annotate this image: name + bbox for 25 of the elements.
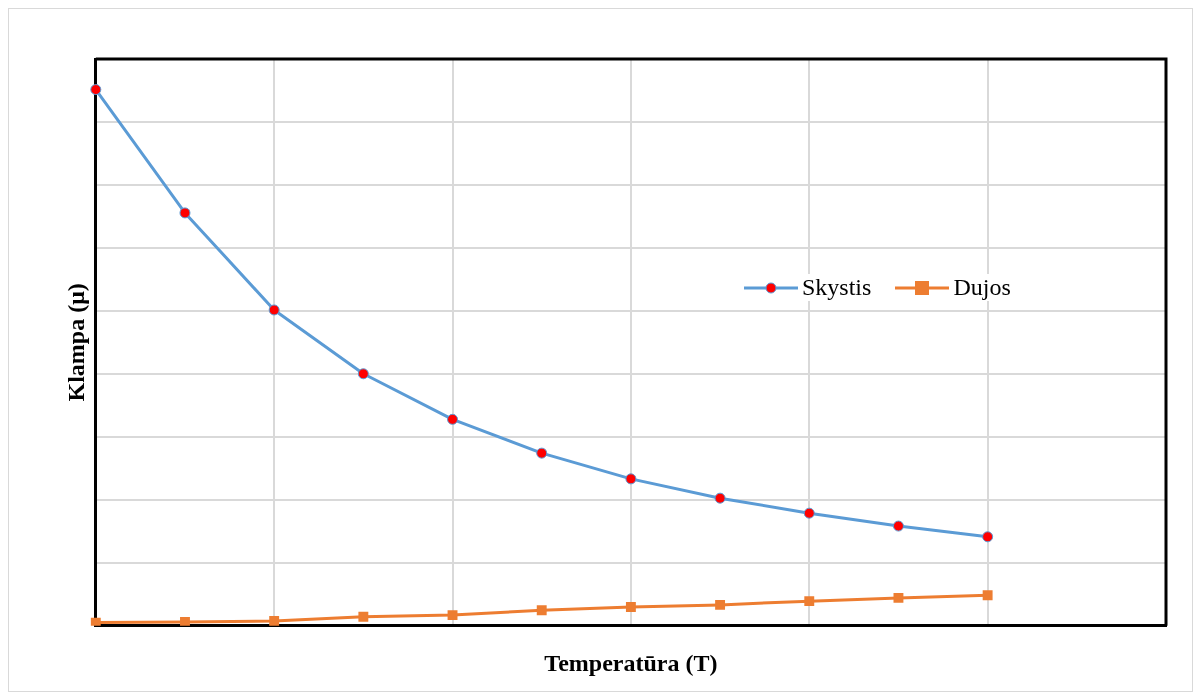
point: [357, 368, 369, 380]
point: [892, 520, 904, 532]
x-axis-title: Temperatūra (T): [544, 649, 718, 676]
point: [714, 492, 726, 504]
point: [982, 590, 993, 601]
point: [804, 596, 815, 607]
point: [180, 617, 190, 626]
point: [982, 531, 994, 543]
point: [447, 413, 459, 425]
point: [269, 616, 280, 626]
point: [90, 84, 102, 96]
legend-label: Skystis: [802, 274, 872, 301]
point: [358, 611, 369, 622]
point: [625, 602, 636, 612]
point: [536, 605, 547, 616]
point: [625, 473, 637, 485]
point: [268, 304, 280, 316]
point: [536, 447, 548, 459]
point: [893, 592, 904, 603]
y-axis-title: Klampa (μ): [62, 283, 89, 402]
point: [179, 207, 191, 219]
point: [803, 507, 815, 519]
point: [715, 599, 726, 610]
legend-label: Dujos: [953, 274, 1011, 301]
point: [447, 610, 458, 621]
